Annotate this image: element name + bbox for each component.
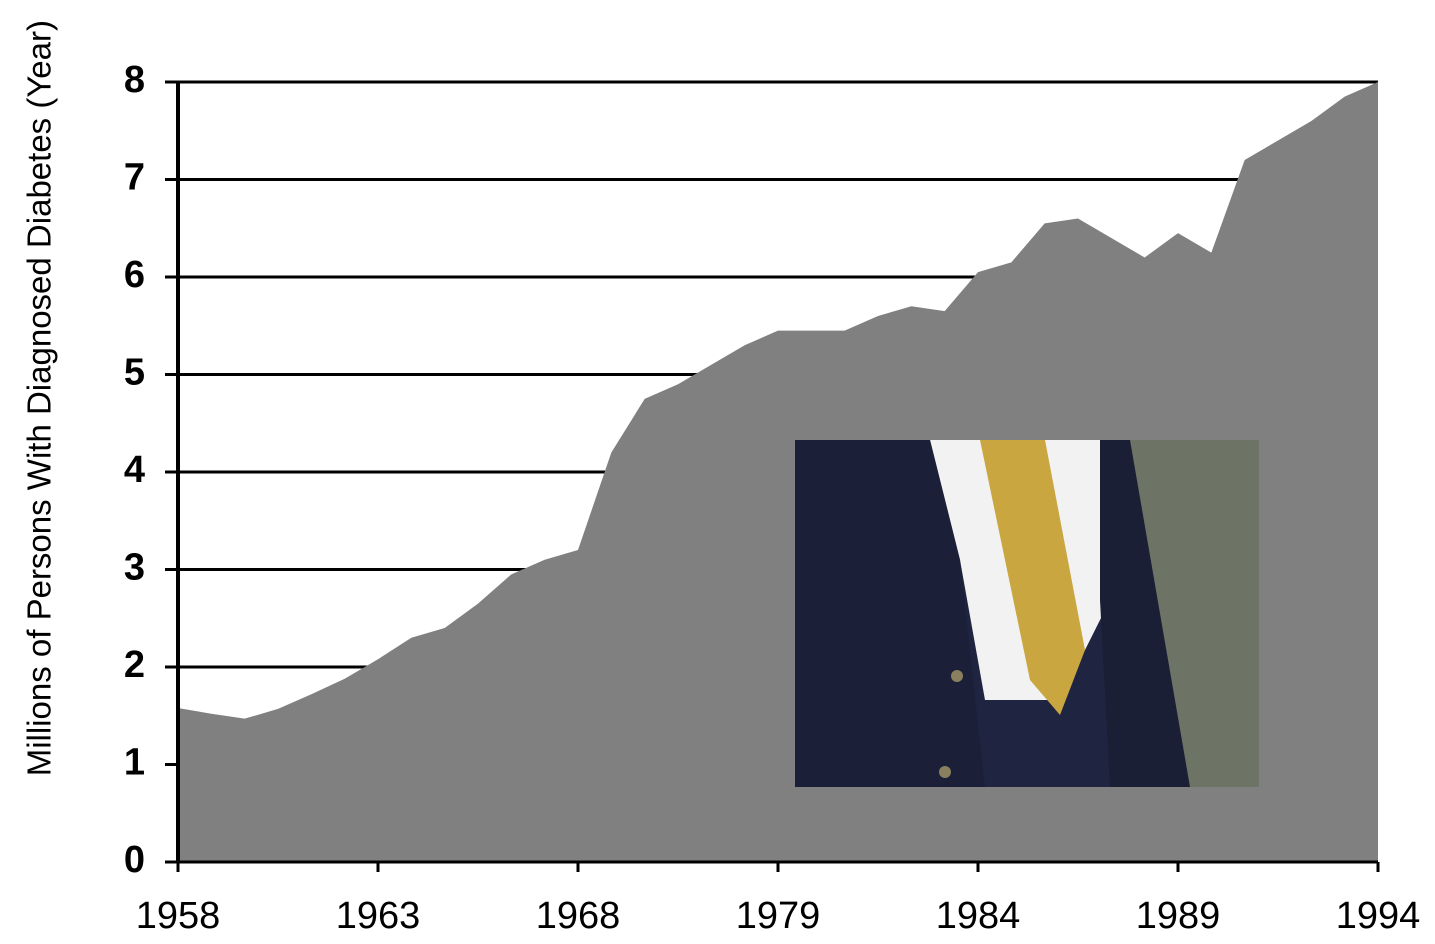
- x-tick-label: 1979: [736, 895, 821, 937]
- x-tick-label: 1984: [936, 895, 1021, 937]
- y-tick-label: 0: [124, 839, 145, 881]
- x-tick-label: 1968: [536, 895, 621, 937]
- y-tick-label: 8: [124, 59, 145, 101]
- y-axis-label: Millions of Persons With Diagnosed Diabe…: [21, 20, 58, 776]
- y-tick-label: 1: [124, 742, 145, 784]
- y-tick-label: 6: [124, 254, 145, 296]
- x-tick-label: 1958: [136, 895, 221, 937]
- y-tick-label: 4: [124, 449, 145, 491]
- x-tick-label: 1963: [336, 895, 421, 937]
- x-tick-label: 1994: [1336, 895, 1421, 937]
- y-tick-label: 5: [124, 352, 145, 394]
- y-tick-label: 2: [124, 644, 145, 686]
- y-tick-label: 7: [124, 157, 145, 199]
- y-tick-label: 3: [124, 547, 145, 589]
- x-tick-label: 1989: [1136, 895, 1221, 937]
- inset-photo: [795, 440, 1259, 787]
